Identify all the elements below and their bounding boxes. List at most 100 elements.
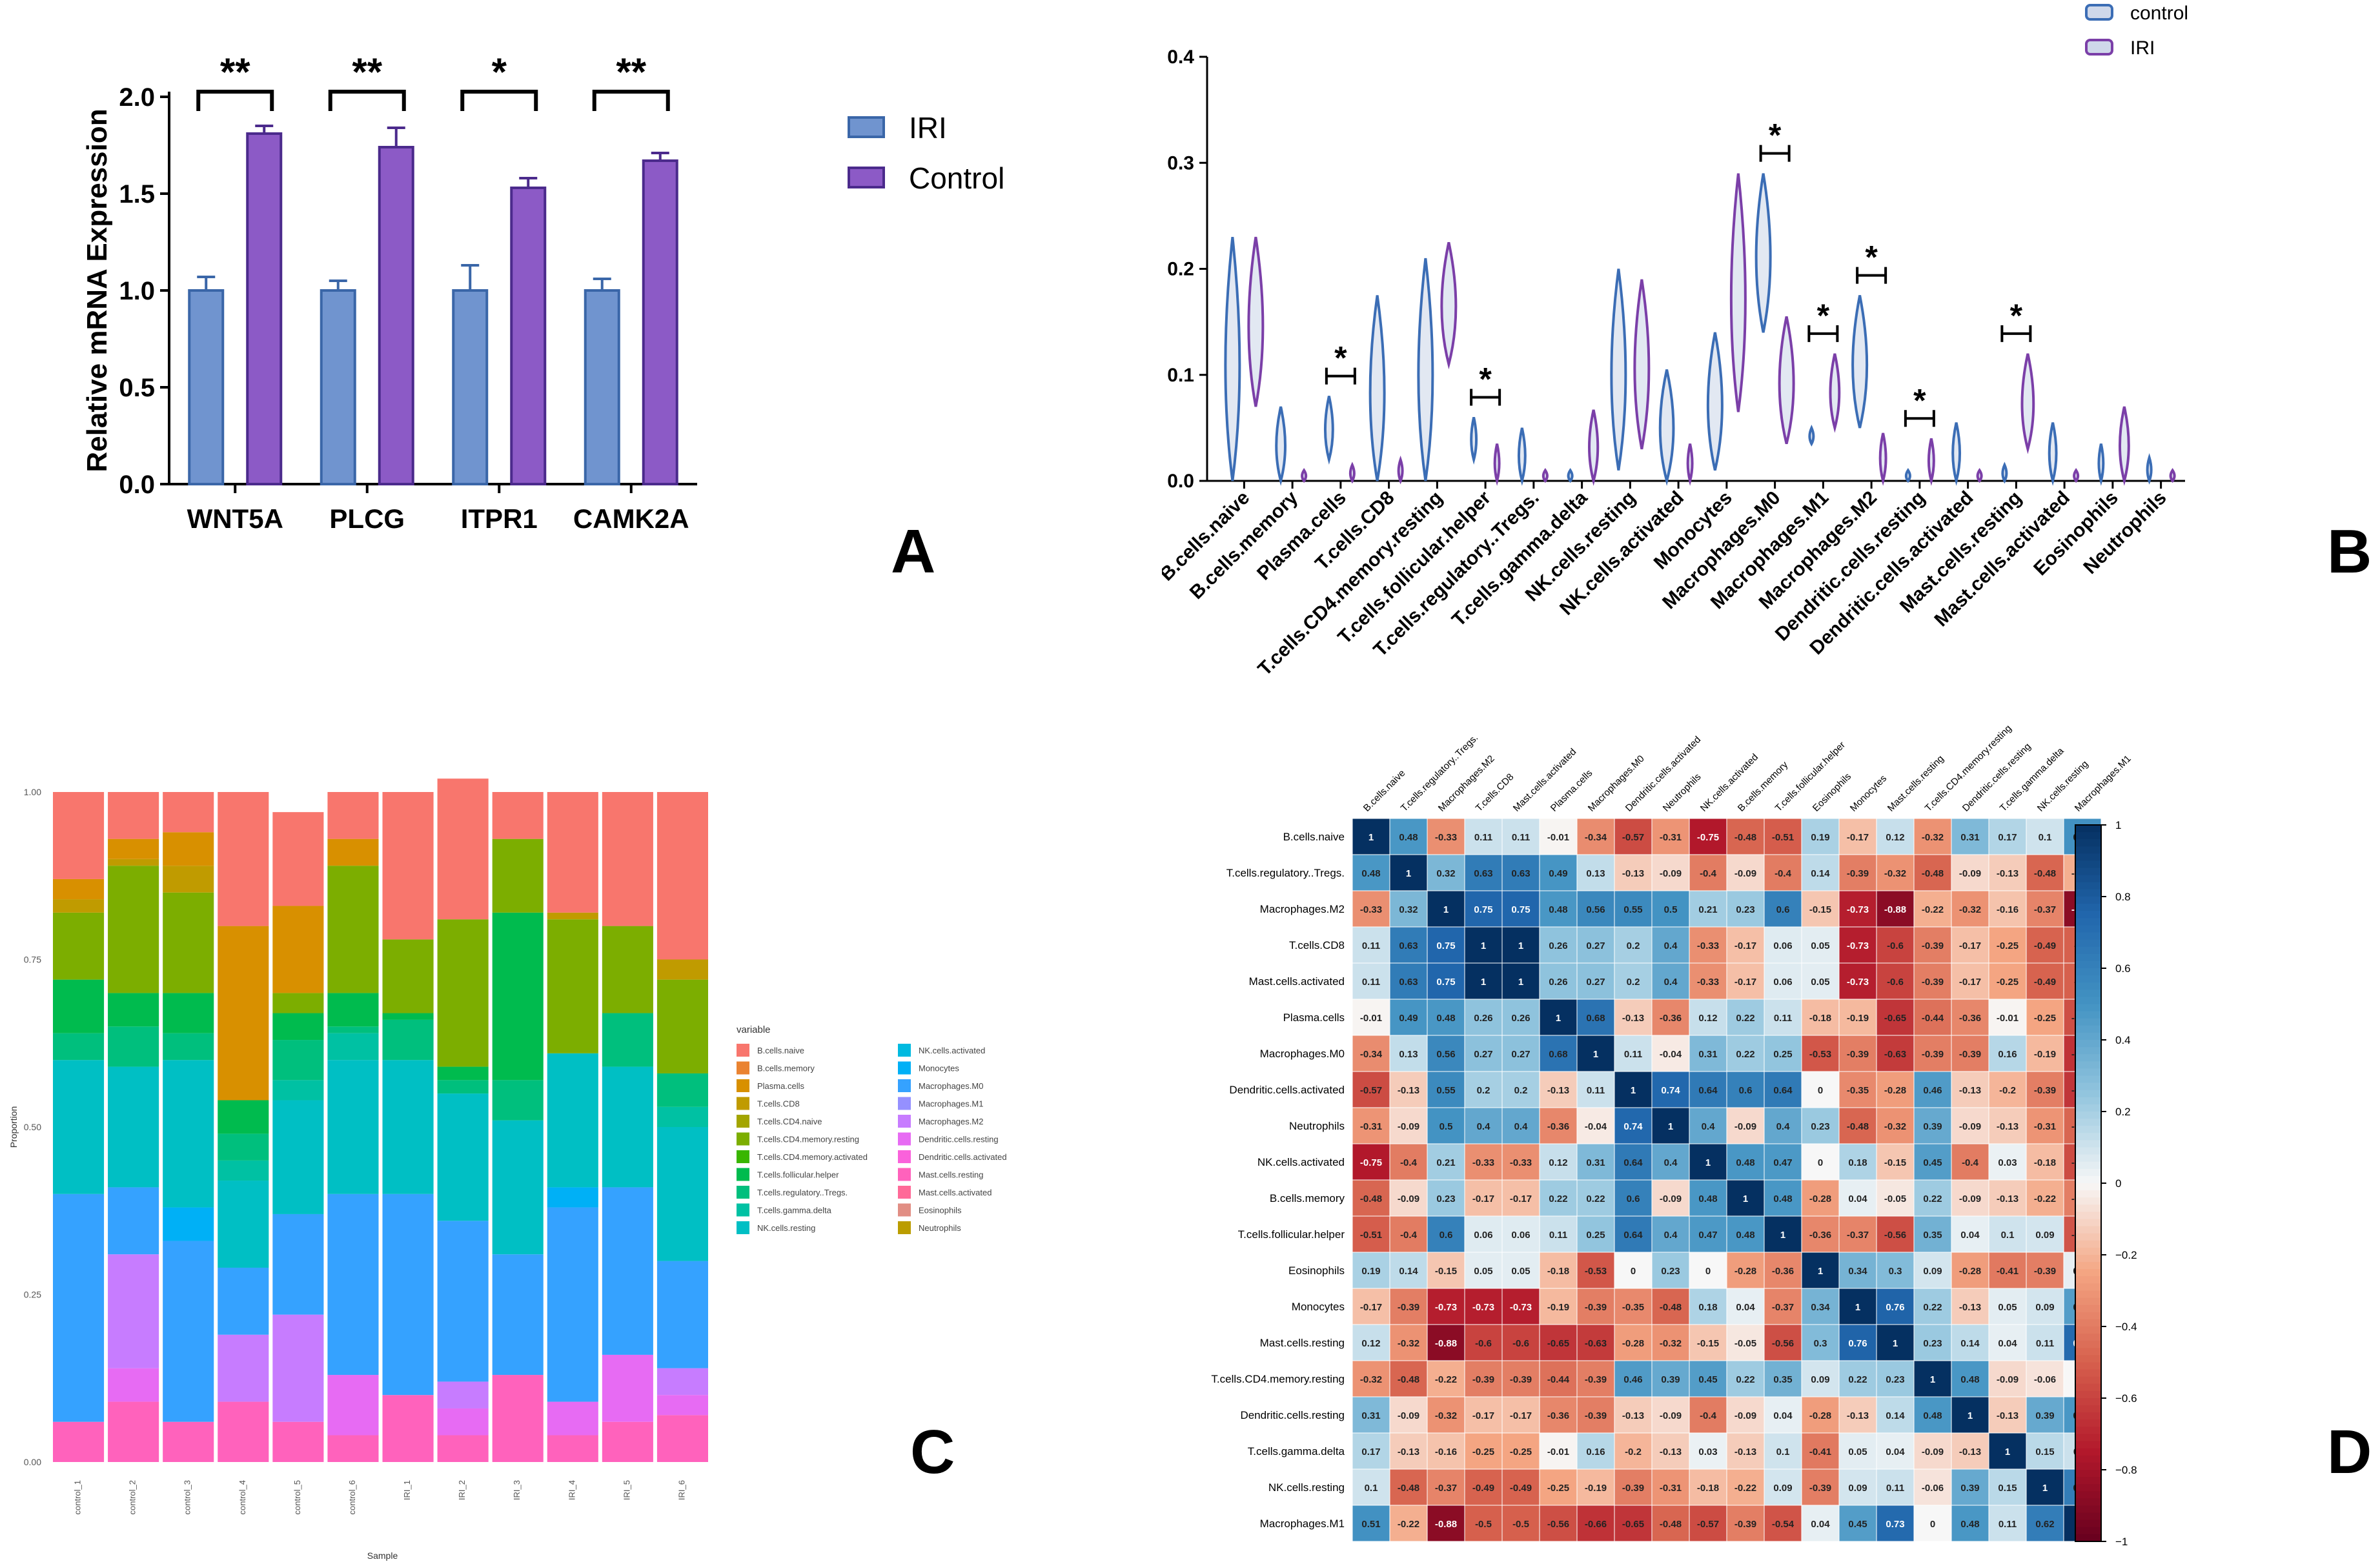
row-label: Dendritic.cells.activated (1229, 1084, 1345, 1096)
heatmap-cell (1539, 1071, 1578, 1108)
colorbar-segment (2075, 1405, 2101, 1414)
colorbar-segment (2075, 975, 2101, 984)
cell-value: -0.32 (1435, 1410, 1457, 1421)
cell-value: 0.6 (1439, 1230, 1453, 1241)
colorbar-segment (2075, 968, 2101, 977)
violin-iri (1976, 467, 1983, 483)
heatmap-cell (1951, 1324, 1989, 1361)
heatmap-cell (1352, 1035, 1390, 1072)
panel-label-a: A (891, 517, 936, 586)
stack-segment (218, 1267, 269, 1335)
heatmap-cell (2026, 1035, 2064, 1072)
cell-value: -0.09 (1398, 1410, 1419, 1421)
cell-value: 0.75 (1436, 940, 1455, 951)
cell-value: -0.37 (2034, 904, 2056, 915)
stack-segment (327, 1375, 379, 1436)
cell-value: -0.39 (1622, 1483, 1644, 1494)
cell-value: 0.17 (1361, 1447, 1380, 1457)
violin-control (2001, 462, 2008, 484)
cell-value: 0.26 (1511, 1013, 1530, 1024)
cell-value: -0.18 (1809, 1013, 1831, 1024)
cell-value: -0.17 (1510, 1410, 1532, 1421)
cell-value: 0.23 (1811, 1121, 1829, 1132)
heatmap-cell (1876, 1396, 1915, 1434)
cell-value: 0.46 (1923, 1085, 1942, 1096)
cell-value: -0.17 (1959, 940, 1981, 951)
heatmap-cell (1501, 1324, 1540, 1361)
heatmap-cell (1801, 1324, 1840, 1361)
stack-segment (492, 912, 544, 1081)
cell-value: -0.25 (1997, 977, 2019, 988)
cell-value: 0.64 (1698, 1085, 1718, 1096)
row-label: T.cells.regulatory..Tregs. (1226, 867, 1345, 879)
heatmap-cell (1501, 1468, 1540, 1506)
heatmap-cell (1427, 999, 1465, 1036)
cell-value: -0.41 (1997, 1266, 2019, 1277)
heatmap-cell (1501, 1505, 1540, 1542)
heatmap-cell (1389, 1179, 1428, 1217)
heatmap-cell (1988, 999, 2027, 1036)
heatmap-cell (1951, 1215, 1989, 1253)
stack-segment (437, 1080, 489, 1094)
heatmap-cell (1689, 926, 1727, 964)
violin-iri (1397, 455, 1404, 485)
violin-iri (1588, 409, 1600, 486)
significance-bracket (1470, 389, 1501, 406)
bar-iri (584, 289, 620, 485)
violin-iri (1729, 173, 1747, 412)
heatmap-cell (1801, 1035, 1840, 1072)
cell-value: 1 (1556, 1013, 1561, 1024)
x-tick-label: control_3 (183, 1480, 192, 1514)
cell-value: 0.05 (1998, 1302, 2017, 1313)
violin-iri (1878, 432, 1887, 486)
cell-value: 0.35 (1923, 1230, 1942, 1241)
stack-segment (656, 1368, 708, 1396)
heatmap-cell (1501, 1107, 1540, 1144)
x-tick-label: IRI_5 (622, 1480, 631, 1500)
colorbar-segment (2075, 946, 2101, 955)
cell-value: 0.6 (1776, 904, 1790, 915)
colorbar-segment (2075, 1455, 2101, 1463)
cell-value: 0.75 (1474, 904, 1492, 915)
cell-value: -0.09 (1734, 1410, 1756, 1421)
heatmap-cell (1838, 1288, 1877, 1325)
heatmap-cell (1838, 926, 1877, 964)
heatmap-cell (1764, 1468, 1802, 1506)
heatmap-cell (1913, 1143, 1952, 1181)
cell-value: -0.25 (1997, 940, 2019, 951)
heatmap-cell (1501, 854, 1540, 891)
col-label: T.cells.CD8 (1474, 771, 1516, 814)
cell-value: 0.22 (1549, 1193, 1567, 1204)
heatmap-cell (1951, 818, 1989, 855)
cell-value: -0.73 (1847, 940, 1869, 951)
colorbar-segment (2075, 1269, 2101, 1277)
cell-value: -0.88 (1435, 1519, 1457, 1530)
heatmap-cell (1576, 1432, 1615, 1470)
chart-d: B.cells.naive T.cells.regulatory..Tregs. M… (1211, 723, 2137, 1548)
cell-value: 0.74 (1661, 1085, 1680, 1096)
colorbar-segment (2075, 1011, 2101, 1019)
legend-swatch (737, 1097, 749, 1110)
cell-value: 0.26 (1549, 977, 1567, 988)
cell-value: -0.09 (1959, 1121, 1981, 1132)
cell-value: 0.68 (1586, 1013, 1605, 1024)
heatmap-cell (1539, 890, 1578, 928)
cell-value: 0.18 (1698, 1302, 1717, 1313)
heatmap-cell (1764, 1432, 1802, 1470)
heatmap-cell (1614, 999, 1653, 1036)
cell-value: 1 (1743, 1193, 1748, 1204)
heatmap-cell (1838, 1071, 1877, 1108)
colorbar-segment (2075, 1477, 2101, 1485)
significance-bracket (592, 90, 670, 111)
y-tick-label: 1.0 (119, 277, 155, 305)
stack-segment (163, 1033, 214, 1061)
heatmap-cell (1689, 1035, 1727, 1072)
colorbar-segment (2075, 1161, 2101, 1170)
heatmap-cell (1389, 1143, 1428, 1181)
cell-value: -0.33 (1510, 1157, 1532, 1168)
colorbar-segment (2075, 1534, 2101, 1542)
stack-segment (602, 792, 653, 926)
stack-segment (382, 1019, 434, 1061)
cell-value: -0.44 (1547, 1374, 1570, 1385)
cell-value: 0.11 (1999, 1519, 2017, 1530)
